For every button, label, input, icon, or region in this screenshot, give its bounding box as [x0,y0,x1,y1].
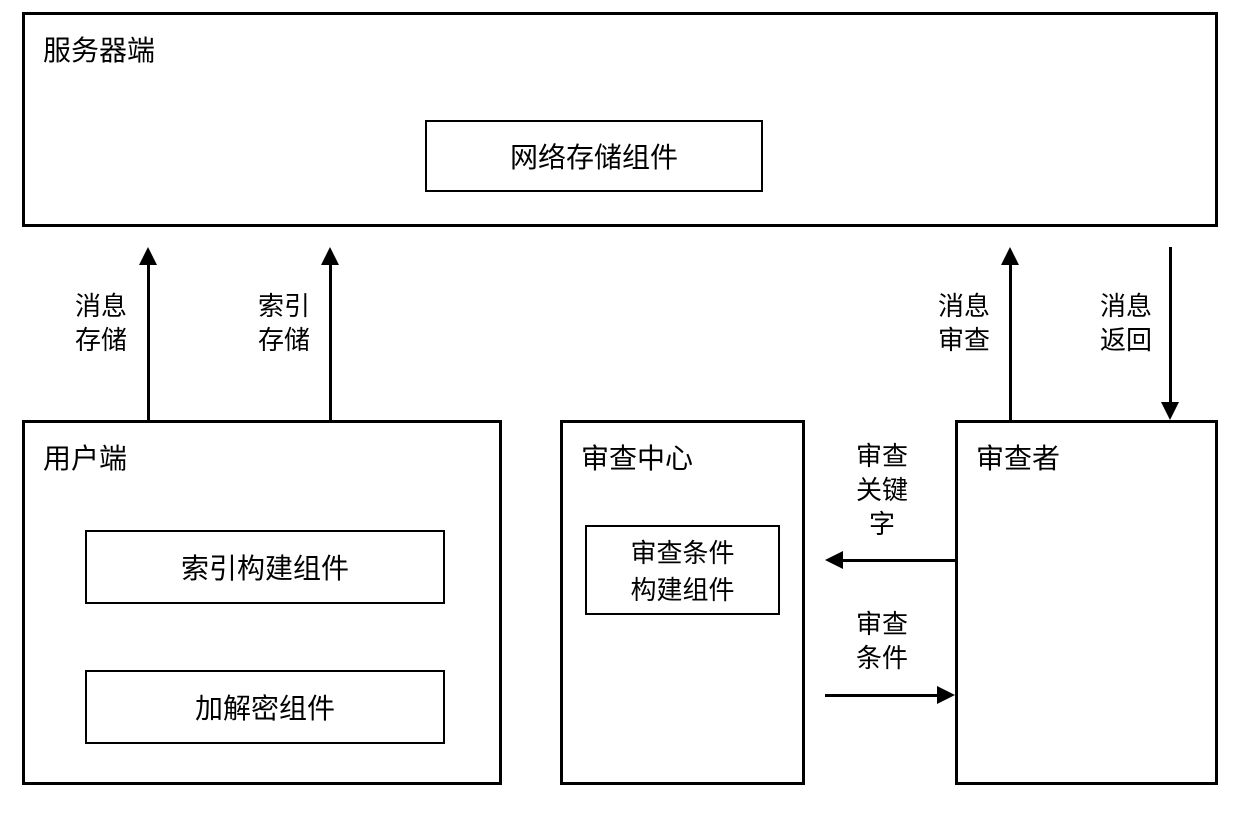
index-store-label: 索引 存储 [258,290,310,358]
network-storage-label: 网络存储组件 [510,136,678,176]
msg-store-label: 消息 存储 [75,290,127,358]
index-store-arrowhead [321,247,339,265]
audit-center-title: 审查中心 [581,437,693,477]
crypto-label: 加解密组件 [195,687,335,727]
audit-condition-arrow [825,694,940,697]
msg-return-label: 消息 返回 [1100,290,1152,358]
audit-keyword-arrow [840,559,955,562]
msg-audit-arrowhead [1001,247,1019,265]
msg-return-arrowhead [1161,402,1179,420]
msg-store-arrow [147,262,150,420]
index-builder-label: 索引构建组件 [181,547,349,587]
audit-keyword-label: 审查 关键 字 [847,440,917,541]
auditor-title: 审查者 [976,437,1060,477]
msg-store-arrowhead [139,247,157,265]
crypto-component: 加解密组件 [85,670,445,744]
msg-return-arrow [1169,247,1172,405]
msg-audit-arrow [1009,262,1012,420]
audit-condition-arrowhead [937,686,955,704]
audit-condition-builder-label-2: 构建组件 [630,570,734,607]
server-title: 服务器端 [43,29,155,69]
msg-audit-label: 消息 审查 [938,290,990,358]
auditor-box: 审查者 [955,420,1218,785]
client-title: 用户端 [43,437,127,477]
audit-keyword-arrowhead [825,551,843,569]
audit-condition-builder-label-1: 审查条件 [630,533,734,570]
network-storage-component: 网络存储组件 [425,120,763,192]
index-builder-component: 索引构建组件 [85,530,445,604]
index-store-arrow [329,262,332,420]
audit-condition-label: 审查 条件 [847,608,917,676]
audit-condition-builder-component: 审查条件 构建组件 [585,525,780,615]
